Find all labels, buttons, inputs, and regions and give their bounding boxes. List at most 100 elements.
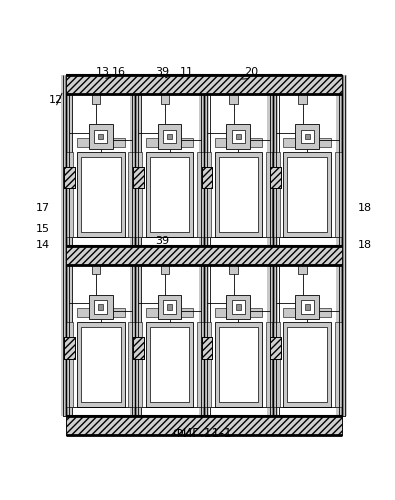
Text: 18: 18 xyxy=(357,203,372,213)
Bar xyxy=(199,76,209,416)
Bar xyxy=(197,152,205,236)
Bar xyxy=(77,308,124,318)
Text: 17: 17 xyxy=(36,203,50,213)
Bar xyxy=(150,157,190,232)
Text: 39: 39 xyxy=(156,66,170,76)
Bar xyxy=(271,167,281,188)
Bar xyxy=(236,134,241,140)
Bar xyxy=(266,152,273,236)
Bar xyxy=(66,416,342,435)
Bar xyxy=(229,255,238,274)
Bar xyxy=(135,152,142,236)
Bar xyxy=(218,157,258,232)
Bar xyxy=(64,167,75,188)
Bar xyxy=(335,322,342,407)
Bar xyxy=(135,322,142,407)
Bar xyxy=(128,152,135,236)
Bar xyxy=(270,76,276,416)
Bar xyxy=(94,300,107,314)
Bar xyxy=(305,134,310,140)
Bar xyxy=(66,76,342,94)
Bar xyxy=(61,76,71,416)
Bar xyxy=(81,327,120,402)
Bar xyxy=(214,308,262,318)
Bar xyxy=(284,152,331,236)
Bar xyxy=(298,85,307,103)
Bar xyxy=(81,157,120,232)
Text: 20: 20 xyxy=(245,66,258,76)
Bar xyxy=(163,130,176,143)
Text: 39: 39 xyxy=(156,236,170,246)
Bar xyxy=(226,295,250,319)
Bar xyxy=(98,134,103,140)
Bar xyxy=(64,167,75,188)
Text: 11: 11 xyxy=(180,66,194,76)
Bar xyxy=(273,152,280,236)
Bar xyxy=(203,152,211,236)
Bar xyxy=(201,167,213,188)
Bar xyxy=(77,322,124,407)
Text: ФИГ.11-1: ФИГ.11-1 xyxy=(173,427,232,440)
Text: 15: 15 xyxy=(36,224,50,234)
Bar xyxy=(236,304,241,310)
Bar xyxy=(146,322,194,407)
Bar xyxy=(335,152,342,236)
Bar xyxy=(298,255,307,274)
Bar xyxy=(232,130,245,143)
Bar xyxy=(301,130,314,143)
Bar xyxy=(133,167,143,188)
Bar xyxy=(66,416,342,435)
Bar xyxy=(66,152,73,236)
Bar xyxy=(94,130,107,143)
Bar xyxy=(133,338,143,358)
Bar xyxy=(284,308,331,318)
Bar xyxy=(98,304,103,310)
Bar xyxy=(201,167,213,188)
Bar xyxy=(288,157,327,232)
Bar xyxy=(295,124,319,148)
Bar xyxy=(89,295,113,319)
Bar xyxy=(66,246,342,264)
Text: 16: 16 xyxy=(112,66,126,76)
Bar xyxy=(132,76,138,416)
Bar xyxy=(229,85,238,103)
Bar xyxy=(161,255,169,274)
Bar xyxy=(92,255,100,274)
Bar xyxy=(66,322,73,407)
Bar xyxy=(161,85,169,103)
Bar xyxy=(133,338,143,358)
Bar xyxy=(226,124,250,148)
Bar xyxy=(167,304,172,310)
Bar xyxy=(150,327,190,402)
Bar xyxy=(214,152,262,236)
Bar xyxy=(77,138,124,147)
Bar xyxy=(167,134,172,140)
Bar xyxy=(305,304,310,310)
Bar xyxy=(158,295,181,319)
Bar xyxy=(77,152,124,236)
Bar xyxy=(201,338,213,358)
Text: 12: 12 xyxy=(49,96,62,106)
Bar xyxy=(273,322,280,407)
Bar xyxy=(284,322,331,407)
Bar xyxy=(64,338,75,358)
Bar xyxy=(163,300,176,314)
Bar xyxy=(203,322,211,407)
Bar xyxy=(232,300,245,314)
Bar xyxy=(336,76,347,416)
Bar xyxy=(130,76,141,416)
Bar xyxy=(271,167,281,188)
Bar xyxy=(301,300,314,314)
Bar xyxy=(146,138,194,147)
Bar xyxy=(271,338,281,358)
Text: 18: 18 xyxy=(357,240,372,250)
Bar xyxy=(214,138,262,147)
Bar xyxy=(201,338,213,358)
Bar xyxy=(92,85,100,103)
Bar xyxy=(295,295,319,319)
Bar xyxy=(284,138,331,147)
Bar xyxy=(339,76,345,416)
Bar xyxy=(267,76,278,416)
Text: 14: 14 xyxy=(36,240,50,250)
Bar xyxy=(288,327,327,402)
